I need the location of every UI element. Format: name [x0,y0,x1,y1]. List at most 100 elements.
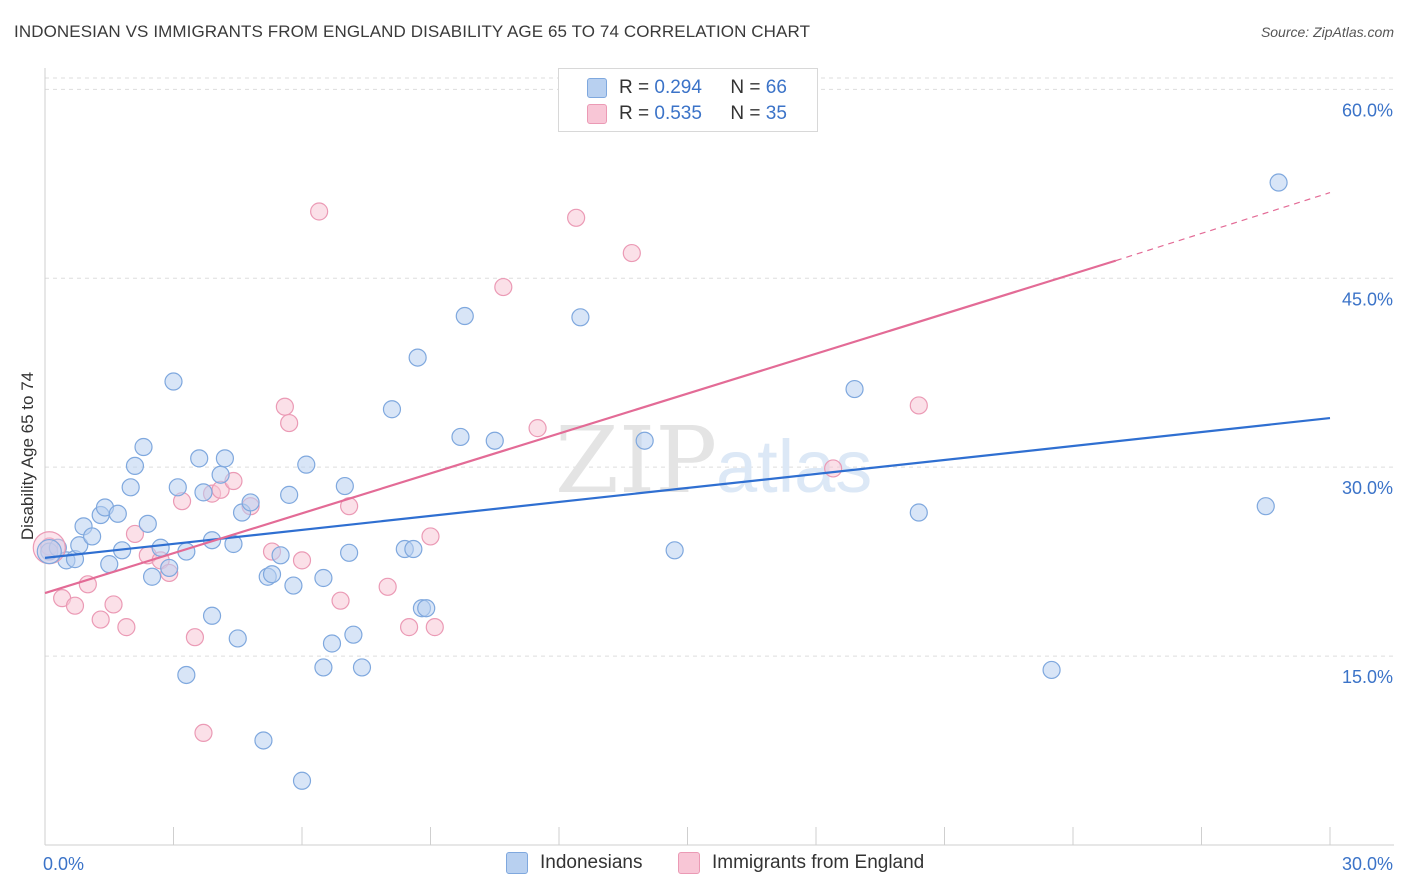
legend-n-label: N = [730,77,761,98]
england-point [185,628,205,647]
england-point [280,413,299,433]
indonesian-point [254,731,273,750]
indonesian-point [83,527,102,546]
chart-title: INDONESIAN VS IMMIGRANTS FROM ENGLAND DI… [14,22,811,41]
indonesian-point [36,538,62,565]
indonesian-point [271,546,290,565]
gridlines [45,77,1394,657]
watermark-atlas: atlas [716,425,872,508]
indonesian-point [314,658,333,677]
england-point [292,551,312,570]
source-label: Source: ZipAtlas.com [1260,24,1394,40]
y-tick-label: 60.0% [1342,100,1393,120]
legend-label-indonesians: Indonesians [540,852,643,873]
england-point [125,524,145,544]
indonesian-point [142,567,162,586]
series-legend: Indonesians Immigrants from England [0,852,1406,876]
indonesian-point [335,476,354,496]
legend-row-indonesians: R = 0.294 N = 66 [587,76,787,100]
indonesian-point [297,455,316,474]
indonesian-point [314,568,333,588]
england-trend-line [44,259,1117,595]
indonesian-point [1256,497,1275,516]
legend-r-label: R = [619,103,650,124]
indonesian-point [292,771,312,790]
england-point [399,618,419,637]
indonesian-point [160,558,179,578]
england-point [65,596,85,615]
england-trend-extension [1115,192,1331,262]
indonesian-point [121,478,140,497]
england-point [378,577,397,596]
england-point [909,396,928,415]
england-point [194,723,213,743]
legend-swatch-pink [587,104,607,124]
x-tick-label: 0.0% [43,854,84,874]
england-point [494,277,513,297]
correlation-legend: R = 0.294 N = 66 R = 0.535 N = 35 [558,68,818,132]
series-points [32,173,1288,790]
indonesian-point [284,576,303,595]
indonesian-trend-line [44,416,1331,559]
legend-item-indonesians: Indonesians [506,852,642,874]
england-point [528,419,547,438]
legend-n-value: 35 [765,103,787,124]
indonesian-point [108,504,127,523]
indonesian-point [215,449,234,468]
indonesian-point [417,599,436,618]
indonesian-point [382,400,402,419]
england-point [91,610,110,629]
england-point [275,397,294,416]
y-tick-label: 45.0% [1342,289,1393,309]
england-point [310,202,329,221]
indonesian-point [134,437,153,457]
indonesian-point [451,427,470,447]
legend-n-label: N = [730,103,761,124]
indonesian-point [340,543,359,562]
england-point [421,527,440,546]
indonesian-point [455,306,474,326]
indonesian-point [845,379,864,399]
indonesian-point [211,465,230,484]
indonesian-point [125,456,145,476]
indonesian-point [344,625,363,644]
watermark: ZIP atlas [555,407,872,514]
indonesian-point [1042,660,1061,680]
england-point [425,618,444,637]
england-point [824,459,843,478]
legend-r-label: R = [619,77,650,98]
indonesian-point [1269,173,1288,192]
watermark-zip: ZIP [555,407,717,514]
indonesian-point [280,485,299,504]
indonesian-point [485,431,504,450]
england-point [117,618,136,637]
indonesian-point [164,372,183,391]
y-tick-label: 15.0% [1342,667,1393,687]
legend-swatch-pink [678,852,700,874]
legend-n-value: 66 [765,77,787,98]
indonesian-point [177,665,196,685]
indonesian-point [241,493,260,512]
england-point [622,243,641,263]
axes [44,68,1394,846]
indonesian-point [352,658,372,677]
indonesian-point [635,431,654,450]
indonesian-point [100,555,119,574]
indonesian-point [202,606,222,625]
x-tick-label: 30.0% [1342,854,1393,874]
y-tick-label: 30.0% [1342,478,1393,498]
indonesian-point [322,634,342,653]
indonesian-point [665,541,684,560]
indonesian-point [571,308,590,327]
indonesian-point [404,539,423,559]
trend-lines [44,192,1331,595]
indonesian-point [190,449,209,468]
legend-r-value: 0.294 [654,77,702,98]
indonesian-point [228,629,247,648]
legend-label-england: Immigrants from England [712,852,925,873]
indonesian-point [262,565,282,584]
axis-labels: 15.0% 30.0% 45.0% 60.0% 0.0% 30.0% [43,100,1393,874]
legend-swatch-blue [506,852,528,874]
legend-swatch-blue [587,78,607,98]
